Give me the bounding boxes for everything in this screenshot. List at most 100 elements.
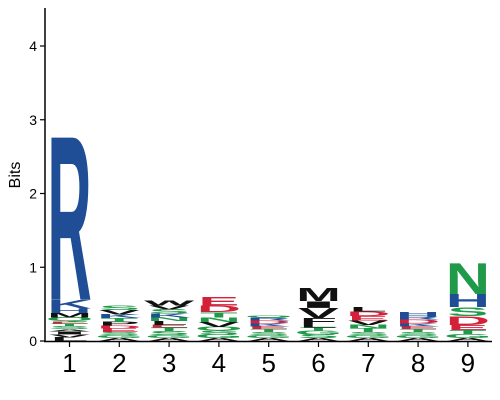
logo-letter: T xyxy=(399,329,437,334)
logo-letter: L xyxy=(300,323,337,329)
logo-letter: S xyxy=(398,332,439,337)
logo-letter: R xyxy=(247,317,291,322)
position-label: 2 xyxy=(112,348,126,378)
y-tick-label: 3 xyxy=(29,112,37,128)
logo-letter: S xyxy=(149,331,190,337)
logo-letter: R xyxy=(396,315,440,321)
logo-letter: N xyxy=(147,317,191,323)
logo-letter: V xyxy=(149,305,190,311)
logo-letter: A xyxy=(197,337,241,342)
logo-letter: S xyxy=(99,332,140,337)
logo-letter: E xyxy=(447,324,488,332)
logo-letter: E xyxy=(49,321,90,324)
position-label: 1 xyxy=(62,348,76,378)
position-label: 6 xyxy=(311,348,325,378)
logo-letter: V xyxy=(49,334,90,339)
logo-letter: F xyxy=(300,317,337,326)
logo-letter: S xyxy=(99,305,140,312)
logo-letter: V xyxy=(198,321,239,329)
logo-letter: L xyxy=(150,320,187,326)
logo-letter: S xyxy=(248,332,289,337)
logo-letter: T xyxy=(350,328,388,334)
logo-letter: K xyxy=(396,323,440,328)
y-axis-title: Bits xyxy=(7,162,24,189)
logo-letter: T xyxy=(101,317,139,323)
logo-letter: S xyxy=(348,332,389,337)
y-ticks: 0 1 2 3 4 xyxy=(29,38,45,349)
logo-letter: W xyxy=(144,299,194,307)
logo-letter: G xyxy=(444,334,492,340)
logo-letter: K xyxy=(247,323,291,328)
y-tick-label: 2 xyxy=(29,186,37,202)
position-label: 5 xyxy=(261,348,275,378)
logo-letter: S xyxy=(198,330,239,336)
axes: Bits xyxy=(7,8,492,343)
logo-letter: A xyxy=(47,329,91,332)
logo-letter: E xyxy=(99,328,140,334)
logo-letter: D xyxy=(346,311,390,318)
logo-letter: N xyxy=(446,255,490,304)
logo-letter: S xyxy=(49,326,90,331)
logo-letter: H xyxy=(47,308,91,315)
logo-letter: E xyxy=(398,326,439,331)
y-tick-label: 4 xyxy=(29,38,37,54)
logo-letter: D xyxy=(97,325,141,330)
logo-letter: T xyxy=(51,323,89,328)
logo-letter: M xyxy=(296,285,340,305)
logo-letter: G xyxy=(195,334,243,340)
logo-letter: G xyxy=(295,330,343,336)
position-label: 3 xyxy=(162,348,176,378)
logo-letter: I xyxy=(297,299,341,309)
logo-letter: K xyxy=(97,314,142,320)
position-labels: 1 2 3 4 5 6 7 8 9 xyxy=(62,341,475,378)
logo-letter: N xyxy=(197,316,241,323)
logo-letter: G xyxy=(95,334,143,339)
logo-letter: E xyxy=(149,324,190,329)
logo-letter: K xyxy=(47,298,91,312)
y-tick-label: 0 xyxy=(29,333,37,349)
logo-letter: A xyxy=(147,337,191,342)
logo-letter: V xyxy=(298,306,339,322)
position-label: 7 xyxy=(361,348,375,378)
logo-letter: T xyxy=(150,327,188,333)
logo-letter: G xyxy=(145,334,193,339)
logo-letter: I xyxy=(48,331,92,336)
logo-letter: T xyxy=(300,327,338,332)
position-label: 8 xyxy=(411,348,425,378)
logo-letter: E xyxy=(248,326,289,331)
logo-letter: G xyxy=(344,334,392,339)
logo-letter: A xyxy=(296,337,340,342)
logo-letter: P xyxy=(99,321,140,327)
logo-letter: S xyxy=(447,305,488,319)
logo-letter: L xyxy=(51,337,88,343)
logo-letter: D xyxy=(446,314,490,328)
logo-letter: A xyxy=(247,337,291,342)
logo-letter: A xyxy=(446,337,490,342)
logo-letter: D xyxy=(197,304,241,314)
logo-letter: V xyxy=(348,319,389,326)
logo-letter: D xyxy=(247,320,291,325)
logo-letter: Q xyxy=(195,326,243,332)
logo-letter: A xyxy=(396,337,440,342)
logo-letter: H xyxy=(396,311,440,317)
logo-letter: A xyxy=(346,337,390,342)
logo-letter: D xyxy=(396,319,440,325)
logo-letter: V xyxy=(99,309,140,316)
logo-letter: M xyxy=(47,312,91,319)
logo-letter: L xyxy=(350,306,387,313)
logo-letter: T xyxy=(250,329,288,334)
logo-letter: A xyxy=(97,337,141,342)
y-tick-label: 1 xyxy=(29,259,37,275)
logo-letter: Q xyxy=(46,317,94,323)
logo-letter: G xyxy=(394,334,442,339)
